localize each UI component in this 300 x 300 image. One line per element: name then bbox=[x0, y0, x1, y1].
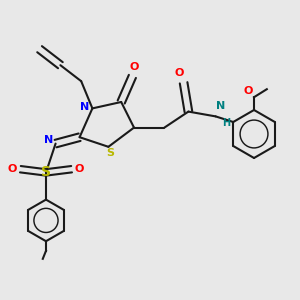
Text: O: O bbox=[174, 68, 184, 78]
Text: S: S bbox=[41, 165, 51, 179]
Text: O: O bbox=[75, 164, 84, 174]
Text: H: H bbox=[222, 118, 230, 128]
Text: O: O bbox=[129, 61, 139, 72]
Text: O: O bbox=[8, 164, 17, 174]
Text: N: N bbox=[216, 100, 225, 111]
Text: N: N bbox=[44, 135, 53, 145]
Text: O: O bbox=[243, 85, 252, 96]
Text: N: N bbox=[80, 102, 89, 112]
Text: S: S bbox=[106, 148, 114, 158]
